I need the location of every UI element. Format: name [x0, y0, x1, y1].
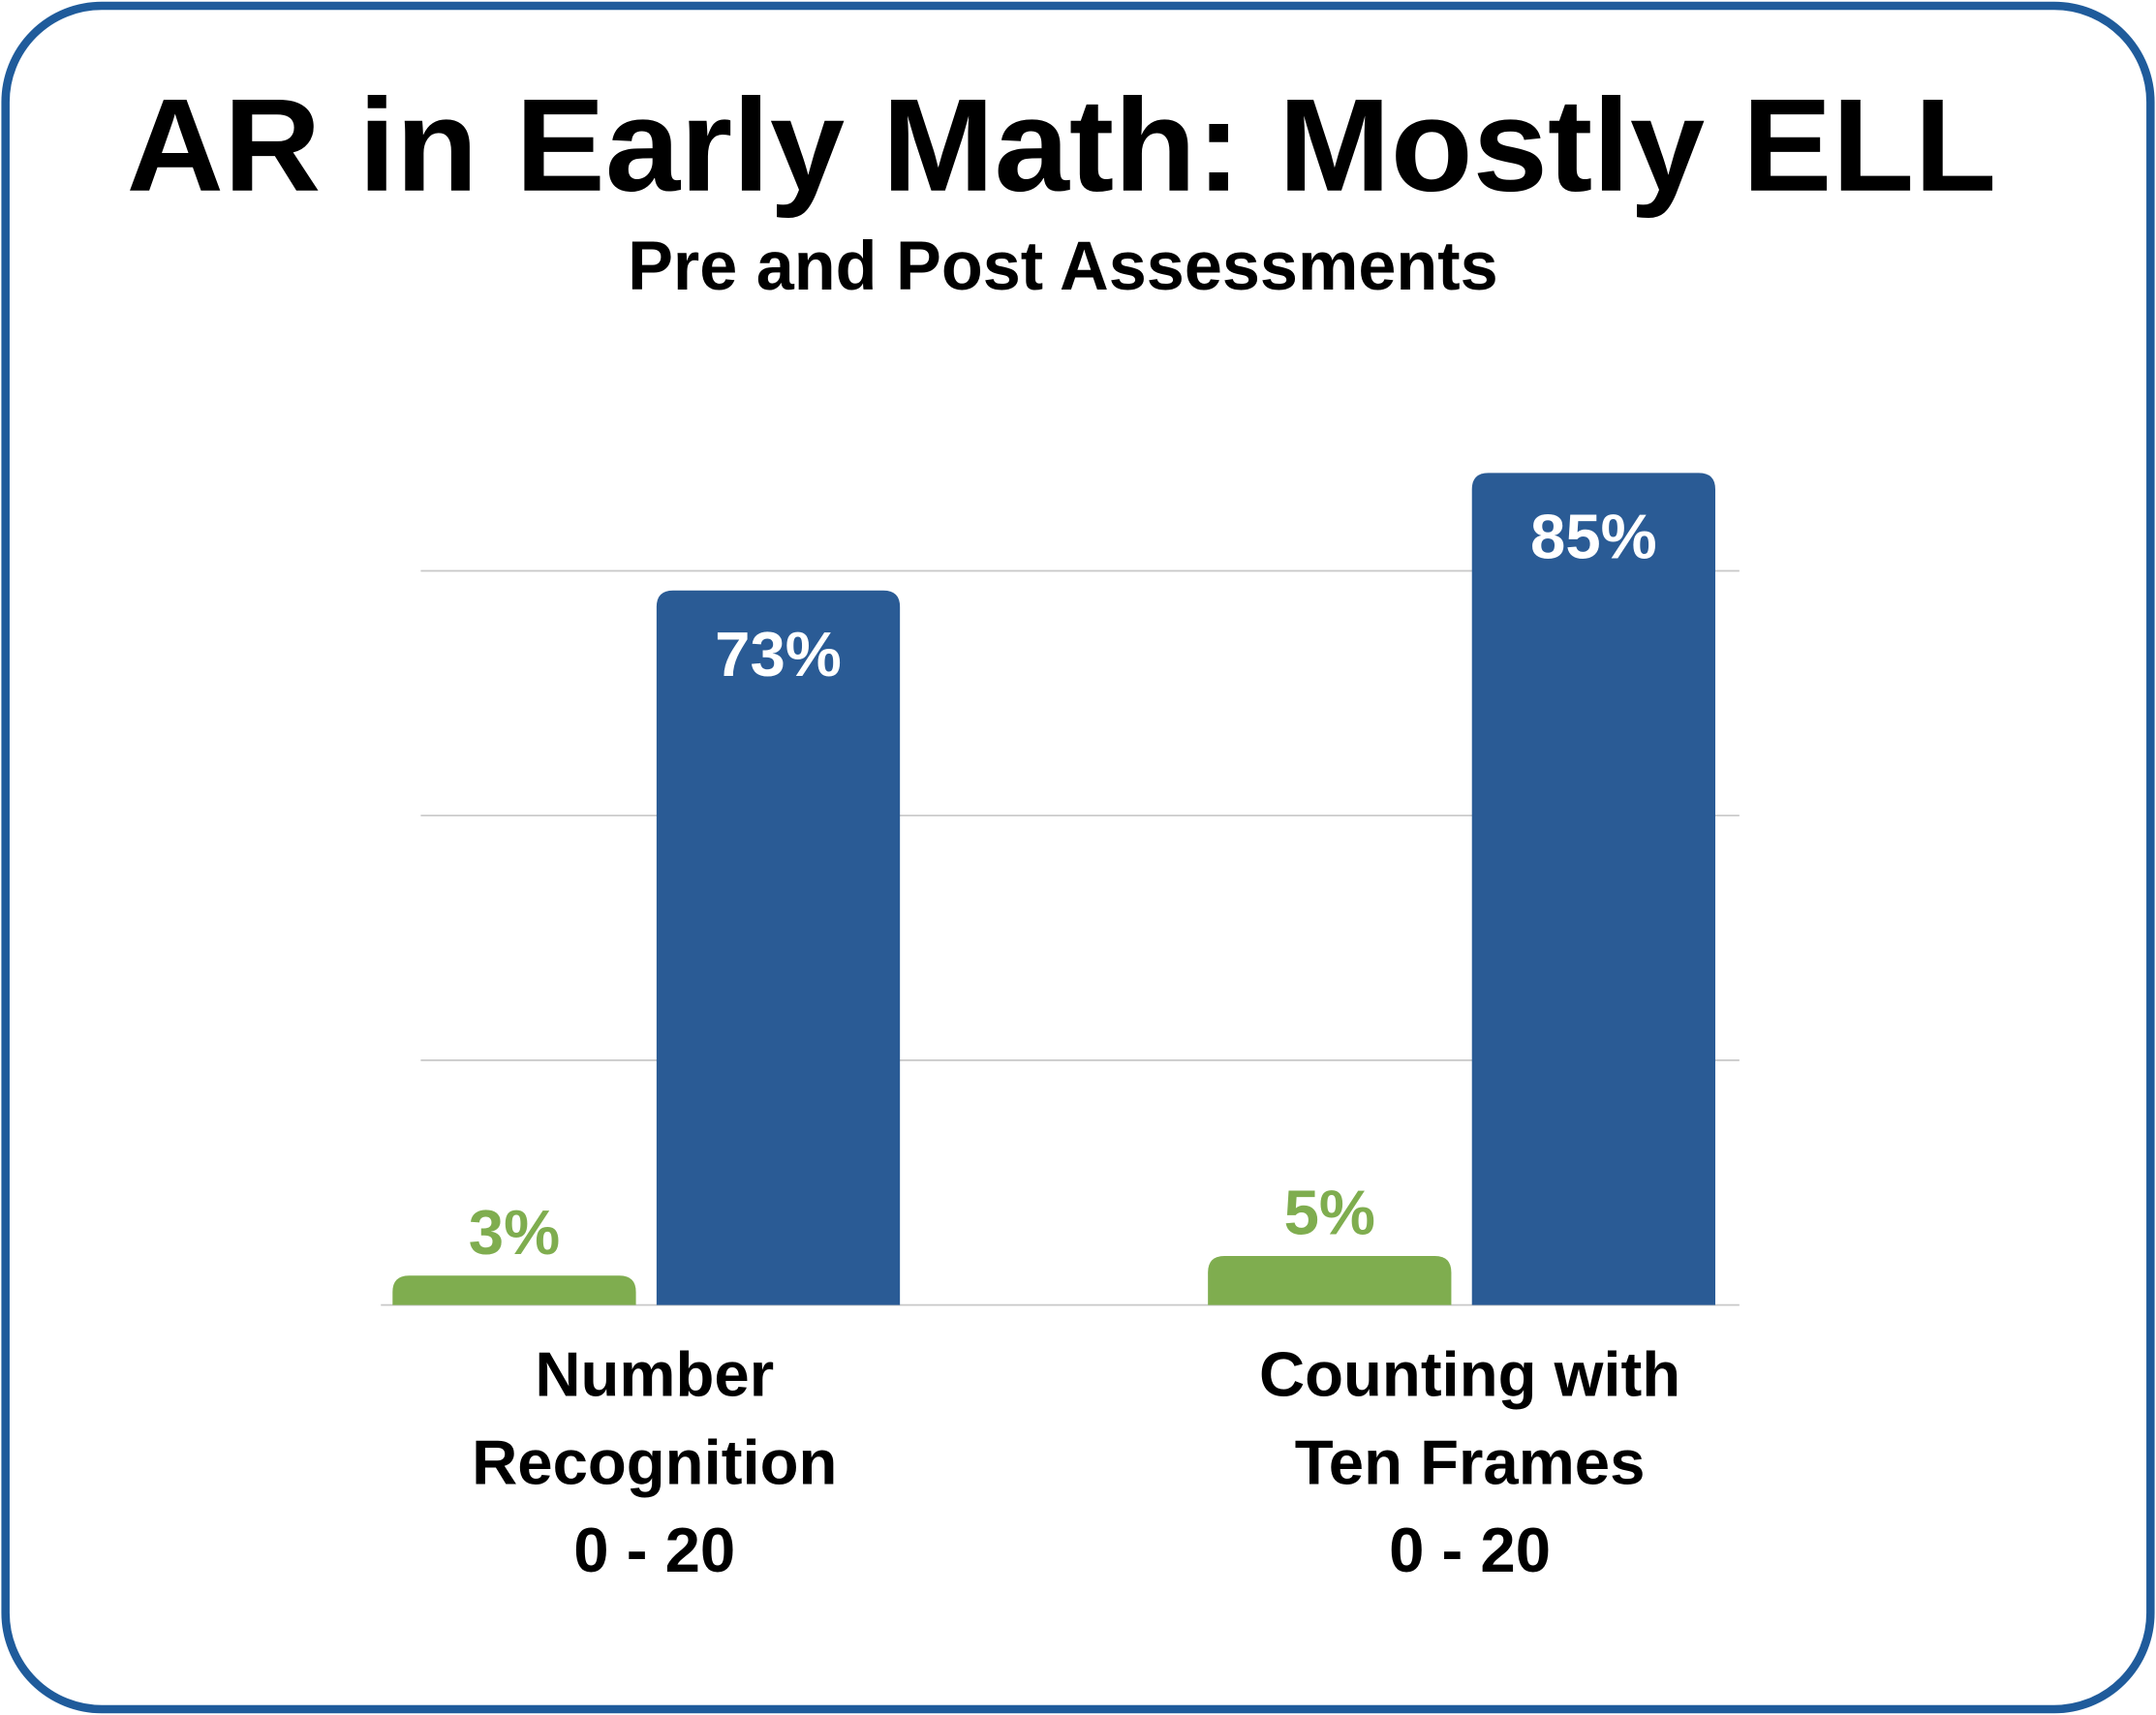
x-tick-label: 0 - 20 — [1389, 1515, 1551, 1585]
data-label: 5% — [1284, 1178, 1375, 1248]
x-tick-label: Ten Frames — [1295, 1426, 1646, 1497]
chart-subtitle: Pre and Post Assessments — [628, 229, 1498, 305]
data-label: 73% — [715, 619, 842, 689]
chart-title: AR in Early Math: Mostly ELL — [127, 72, 1997, 219]
bar — [392, 1275, 636, 1305]
x-tick-label: 0 - 20 — [573, 1515, 735, 1585]
x-tick-label: Number — [535, 1339, 774, 1410]
bar — [656, 590, 901, 1305]
x-tick-label: Recognition — [472, 1426, 837, 1497]
bar — [1471, 473, 1716, 1305]
data-label: 85% — [1530, 502, 1657, 572]
x-tick-label: Counting with — [1259, 1339, 1680, 1410]
bar — [1208, 1256, 1452, 1305]
data-label: 3% — [469, 1197, 560, 1268]
